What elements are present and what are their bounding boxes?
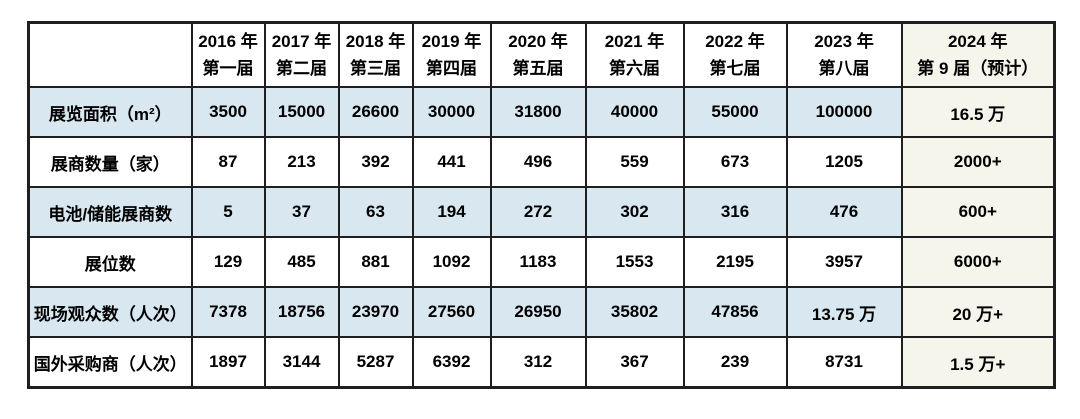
cell: 37 — [263, 186, 340, 238]
cell: 392 — [337, 136, 414, 188]
column-edition: 第 9 届（预计） — [917, 59, 1039, 78]
column-edition: 第七届 — [709, 59, 761, 78]
column-edition: 第二届 — [276, 59, 327, 78]
cell-forecast: 16.5 万 — [900, 86, 1056, 138]
row-label: 展位数 — [27, 236, 193, 288]
cell: 15000 — [263, 86, 340, 138]
table-header-row: 2016 年 第一届 2017 年 第二届 2018 年 第三届 2019 年 … — [27, 21, 1056, 88]
cell-forecast: 600+ — [900, 186, 1056, 238]
cell: 367 — [584, 336, 685, 389]
column-edition: 第八届 — [818, 59, 870, 78]
column-header-2018: 2018 年 第三届 — [337, 21, 414, 88]
cell: 47856 — [682, 286, 788, 338]
cell: 316 — [682, 186, 788, 238]
cell: 5 — [190, 186, 266, 238]
cell: 1553 — [584, 236, 685, 288]
cell: 312 — [489, 336, 587, 389]
cell: 1183 — [489, 236, 587, 288]
cell: 559 — [584, 136, 685, 188]
cell: 496 — [489, 136, 587, 188]
cell: 1092 — [411, 236, 492, 288]
cell: 239 — [682, 336, 788, 389]
cell: 31800 — [489, 86, 587, 138]
cell: 30000 — [411, 86, 492, 138]
cell-forecast: 20 万+ — [900, 286, 1056, 338]
corner-cell — [27, 21, 193, 88]
column-header-2021: 2021 年 第六届 — [584, 21, 685, 88]
row-label: 国外采购商（人次） — [27, 336, 193, 389]
cell: 673 — [682, 136, 788, 188]
cell: 272 — [489, 186, 587, 238]
cell: 26600 — [337, 86, 414, 138]
cell: 63 — [337, 186, 414, 238]
cell: 3144 — [263, 336, 340, 389]
cell: 23970 — [337, 286, 414, 338]
cell: 1897 — [190, 336, 266, 389]
column-year: 2018 年 — [345, 32, 406, 51]
cell: 7378 — [190, 286, 266, 338]
cell: 213 — [263, 136, 340, 188]
cell: 129 — [190, 236, 266, 288]
column-header-2019: 2019 年 第四届 — [411, 21, 492, 88]
column-year: 2024 年 — [947, 32, 1008, 51]
cell: 3500 — [190, 86, 266, 138]
cell-forecast: 1.5 万+ — [900, 336, 1056, 389]
table-row-booth-count: 展位数 129 485 881 1092 1183 1553 2195 3957… — [27, 236, 1056, 288]
column-header-2022: 2022 年 第七届 — [682, 21, 788, 88]
cell-forecast: 2000+ — [900, 136, 1056, 188]
cell: 1205 — [785, 136, 903, 188]
cell: 35802 — [584, 286, 685, 338]
table-row-overseas-buyers: 国外采购商（人次） 1897 3144 5287 6392 312 367 23… — [27, 336, 1056, 389]
column-year: 2017 年 — [271, 32, 332, 51]
cell: 2195 — [682, 236, 788, 288]
column-edition: 第一届 — [202, 59, 254, 78]
cell: 441 — [411, 136, 492, 188]
cell: 13.75 万 — [785, 286, 903, 338]
table-row-onsite-visitors: 现场观众数（人次） 7378 18756 23970 27560 26950 3… — [27, 286, 1056, 338]
cell: 27560 — [411, 286, 492, 338]
row-label: 展览面积（m²） — [27, 86, 193, 138]
column-header-2020: 2020 年 第五届 — [489, 21, 587, 88]
cell: 5287 — [337, 336, 414, 389]
exhibition-stats-table: 2016 年 第一届 2017 年 第二届 2018 年 第三届 2019 年 … — [27, 21, 1056, 389]
cell-forecast: 6000+ — [900, 236, 1056, 288]
cell: 3957 — [785, 236, 903, 288]
cell: 485 — [263, 236, 340, 288]
cell: 26950 — [489, 286, 587, 338]
column-edition: 第四届 — [426, 59, 477, 78]
column-header-2023: 2023 年 第八届 — [785, 21, 903, 88]
table-row-exhibition-area: 展览面积（m²） 3500 15000 26600 30000 31800 40… — [27, 86, 1056, 138]
cell: 55000 — [682, 86, 788, 138]
table-row-exhibitor-count: 展商数量（家） 87 213 392 441 496 559 673 1205 … — [27, 136, 1056, 188]
row-label: 现场观众数（人次） — [27, 286, 193, 338]
column-year: 2023 年 — [814, 32, 874, 51]
cell: 18756 — [263, 286, 340, 338]
cell: 302 — [584, 186, 685, 238]
table-row-battery-storage-exhibitors: 电池/储能展商数 5 37 63 194 272 302 316 476 600… — [27, 186, 1056, 238]
cell: 194 — [411, 186, 492, 238]
column-edition: 第五届 — [512, 59, 564, 78]
column-year: 2020 年 — [508, 32, 568, 51]
cell: 8731 — [785, 336, 903, 389]
column-year: 2019 年 — [421, 32, 482, 51]
column-year: 2022 年 — [705, 32, 765, 51]
column-edition: 第六届 — [609, 59, 660, 78]
cell: 87 — [190, 136, 266, 188]
cell: 100000 — [785, 86, 903, 138]
column-year: 2016 年 — [198, 32, 258, 51]
column-header-2024-forecast: 2024 年 第 9 届（预计） — [900, 21, 1056, 88]
cell: 881 — [337, 236, 414, 288]
row-label: 电池/储能展商数 — [27, 186, 193, 238]
row-label: 展商数量（家） — [27, 136, 193, 188]
column-year: 2021 年 — [604, 32, 665, 51]
column-header-2017: 2017 年 第二届 — [263, 21, 340, 88]
cell: 476 — [785, 186, 903, 238]
column-edition: 第三届 — [350, 59, 401, 78]
column-header-2016: 2016 年 第一届 — [190, 21, 266, 88]
cell: 40000 — [584, 86, 685, 138]
cell: 6392 — [411, 336, 492, 389]
